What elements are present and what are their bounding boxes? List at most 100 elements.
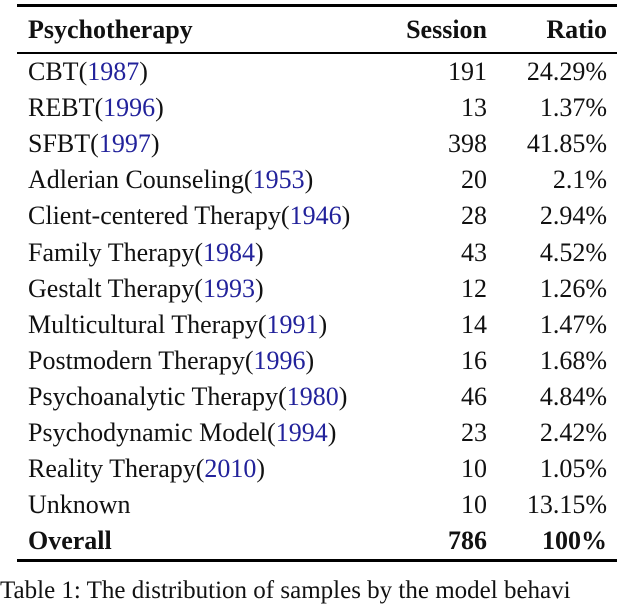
- citation-year-link[interactable]: 1997: [98, 129, 151, 159]
- therapy-name: Client-centered Therapy: [28, 201, 281, 231]
- citation-wrap: (1980): [278, 381, 348, 411]
- therapy-name: REBT: [28, 93, 95, 123]
- therapy-cell: Psychodynamic Model(1994): [28, 418, 367, 448]
- therapy-cell: Adlerian Counseling(1953): [28, 165, 367, 195]
- table-row: Adlerian Counseling(1953) 20 2.1%: [17, 162, 617, 198]
- therapy-name: Psychodynamic Model: [28, 417, 268, 447]
- ratio-cell: 1.26%: [539, 273, 607, 303]
- ratio-cell: 100%: [542, 526, 607, 556]
- table-caption: Table 1: The distribution of samples by …: [0, 577, 571, 604]
- therapy-name: Adlerian Counseling: [28, 165, 244, 195]
- ratio-cell: 4.84%: [539, 381, 607, 411]
- citation-wrap: (1987): [78, 57, 148, 87]
- session-cell: 43: [461, 237, 487, 267]
- therapy-name: Family Therapy: [28, 237, 195, 267]
- citation-year-link[interactable]: 1993: [202, 273, 255, 303]
- therapy-cell: Multicultural Therapy(1991): [28, 310, 367, 340]
- therapy-name: CBT: [28, 57, 79, 87]
- table-body: CBT(1987) 191 24.29% REBT(1996) 13 1.37%…: [17, 54, 617, 559]
- ratio-cell: 4.52%: [539, 237, 607, 267]
- citation-year-link[interactable]: 1984: [203, 237, 255, 267]
- citation-year-link[interactable]: 1991: [266, 309, 319, 339]
- session-cell: 20: [461, 165, 487, 195]
- table-row: Client-centered Therapy(1946) 28 2.94%: [17, 198, 617, 234]
- citation-wrap: (1997): [90, 129, 160, 159]
- citation-year-link[interactable]: 1946: [289, 201, 342, 231]
- table-row: Reality Therapy(2010) 10 1.05%: [17, 451, 617, 487]
- table-row: Unknown 10 13.15%: [17, 487, 617, 523]
- citation-wrap: (1996): [94, 93, 164, 123]
- therapy-name: SFBT: [28, 129, 91, 159]
- therapy-cell: Postmodern Therapy(1996): [28, 346, 367, 376]
- therapy-cell: Reality Therapy(2010): [28, 454, 367, 484]
- therapy-name: Unknown: [28, 490, 131, 520]
- citation-year-link[interactable]: 1980: [286, 381, 339, 411]
- ratio-cell: 1.05%: [539, 454, 607, 484]
- table-row: SFBT(1997) 398 41.85%: [17, 126, 617, 162]
- citation-year-link[interactable]: 1987: [87, 57, 140, 87]
- session-cell: 10: [461, 490, 487, 520]
- table-row: Overall 786 100%: [17, 523, 617, 559]
- citation-wrap: (1946): [280, 201, 351, 231]
- citation-year-link[interactable]: 1953: [252, 165, 305, 195]
- table-row: Gestalt Therapy(1993) 12 1.26%: [17, 271, 617, 307]
- session-cell: 28: [461, 201, 487, 231]
- citation-wrap: (1991): [257, 309, 328, 339]
- header-session: Session: [406, 14, 487, 44]
- ratio-cell: 2.1%: [552, 165, 607, 195]
- header-ratio: Ratio: [546, 14, 607, 44]
- citation-year-link[interactable]: 1994: [275, 417, 328, 447]
- therapy-cell: Family Therapy(1984): [28, 238, 367, 268]
- table-row: Psychoanalytic Therapy(1980) 46 4.84%: [17, 379, 617, 415]
- citation-wrap: (1993): [194, 273, 264, 303]
- citation-wrap: (1953): [243, 165, 314, 195]
- citation-year-link[interactable]: 1996: [253, 345, 306, 375]
- therapy-cell: SFBT(1997): [28, 129, 367, 159]
- therapy-name: Multicultural Therapy: [28, 309, 258, 339]
- citation-wrap: (2010): [195, 454, 266, 484]
- session-cell: 786: [448, 526, 487, 556]
- table-row: Family Therapy(1984) 43 4.52%: [17, 234, 617, 270]
- therapy-cell: Psychoanalytic Therapy(1980): [28, 382, 367, 412]
- table-row: CBT(1987) 191 24.29%: [17, 54, 617, 90]
- therapy-cell: CBT(1987): [28, 57, 367, 87]
- ratio-cell: 41.85%: [526, 129, 607, 159]
- session-cell: 23: [461, 417, 487, 447]
- session-cell: 46: [461, 381, 487, 411]
- header-psychotherapy: Psychotherapy: [28, 14, 193, 44]
- table-row: Multicultural Therapy(1991) 14 1.47%: [17, 307, 617, 343]
- ratio-cell: 1.68%: [539, 345, 607, 375]
- citation-year-link[interactable]: 1996: [103, 93, 156, 123]
- session-cell: 16: [461, 345, 487, 375]
- citation-wrap: (1984): [194, 237, 264, 267]
- ratio-cell: 2.42%: [539, 417, 607, 447]
- session-cell: 10: [461, 454, 487, 484]
- ratio-cell: 1.47%: [539, 309, 607, 339]
- session-cell: 14: [461, 309, 487, 339]
- table-row: Postmodern Therapy(1996) 16 1.68%: [17, 343, 617, 379]
- citation-year-link[interactable]: 2010: [204, 454, 257, 484]
- therapy-cell: REBT(1996): [28, 93, 367, 123]
- therapy-name: Postmodern Therapy: [28, 345, 245, 375]
- session-cell: 13: [461, 93, 487, 123]
- therapy-cell: Client-centered Therapy(1946): [28, 201, 367, 231]
- citation-wrap: (1994): [267, 417, 337, 447]
- session-cell: 398: [448, 129, 487, 159]
- ratio-cell: 13.15%: [526, 490, 607, 520]
- therapy-name: Overall: [28, 526, 112, 556]
- therapy-cell: Unknown: [28, 490, 367, 520]
- therapy-cell: Gestalt Therapy(1993): [28, 274, 367, 304]
- table-row: Psychodynamic Model(1994) 23 2.42%: [17, 415, 617, 451]
- ratio-cell: 24.29%: [526, 57, 607, 87]
- therapy-cell: Overall: [28, 526, 367, 556]
- table-row: REBT(1996) 13 1.37%: [17, 90, 617, 126]
- table-header-row: Psychotherapy Session Ratio: [17, 7, 617, 54]
- ratio-cell: 2.94%: [539, 201, 607, 231]
- ratio-cell: 1.37%: [539, 93, 607, 123]
- therapy-name: Psychoanalytic Therapy: [28, 381, 279, 411]
- session-cell: 12: [461, 273, 487, 303]
- citation-wrap: (1996): [244, 345, 315, 375]
- psychotherapy-distribution-table: Psychotherapy Session Ratio CBT(1987) 19…: [17, 4, 617, 563]
- session-cell: 191: [448, 57, 487, 87]
- therapy-name: Reality Therapy: [28, 454, 196, 484]
